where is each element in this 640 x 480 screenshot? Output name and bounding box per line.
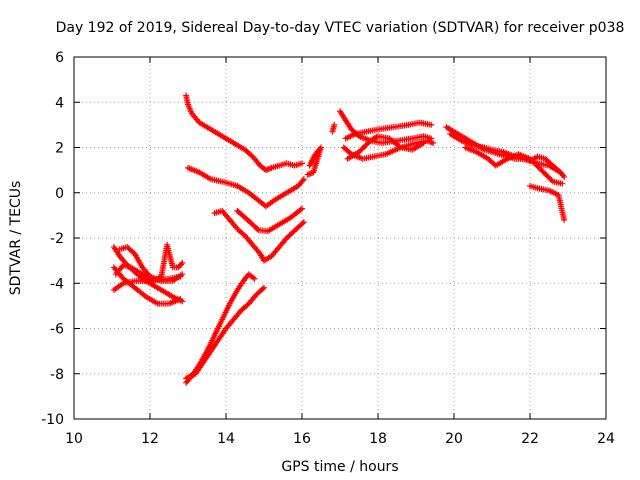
series-16: [342, 119, 435, 142]
y-tick-label: 6: [55, 50, 64, 66]
data-point: [299, 205, 305, 212]
series-19: [447, 130, 564, 176]
x-tick-label: 20: [445, 431, 463, 447]
y-tick-label: -4: [50, 276, 64, 292]
data-point: [331, 121, 338, 128]
series-13: [329, 121, 338, 135]
data-point: [261, 284, 267, 291]
data-point: [179, 271, 186, 278]
y-tick-labels: -10 -8 -6 -4 -2 0 2 4 6: [41, 50, 64, 428]
data-point: [430, 139, 437, 146]
y-tick-label: -6: [50, 322, 64, 338]
series-7: [185, 164, 307, 210]
data-point: [420, 139, 427, 146]
data-point: [299, 160, 305, 167]
y-tick-label: 4: [55, 95, 64, 111]
y-tick-label: -2: [50, 231, 64, 247]
data-point: [251, 275, 258, 282]
data-point: [300, 176, 307, 183]
x-tick-label: 24: [597, 431, 615, 447]
x-tick-label: 16: [293, 431, 311, 447]
y-axis-label: SDTVAR / TECUs: [8, 181, 24, 296]
y-tick-label: 2: [55, 141, 64, 157]
data-point: [559, 180, 566, 187]
data-point: [299, 177, 306, 184]
y-tick-label: -10: [41, 412, 64, 428]
data-point: [561, 173, 568, 180]
data-point: [561, 216, 568, 223]
data-point: [179, 259, 186, 266]
data-point: [259, 285, 266, 292]
x-tick-label: 10: [65, 431, 83, 447]
x-tick-label: 12: [141, 431, 159, 447]
series-20: [462, 144, 566, 187]
data-point: [300, 219, 307, 226]
series-9: [234, 205, 305, 235]
data-point: [428, 121, 435, 128]
chart-title: Day 192 of 2019, Sidereal Day-to-day VTE…: [56, 20, 625, 36]
x-tick-label: 14: [217, 431, 235, 447]
series-11: [183, 284, 267, 382]
data-point: [557, 169, 564, 176]
series-4: [112, 241, 186, 284]
data-markers: [110, 92, 568, 386]
data-point: [254, 225, 261, 232]
x-axis-label: GPS time / hours: [281, 459, 398, 475]
data-point: [304, 171, 311, 178]
series-6: [183, 92, 305, 174]
data-point: [299, 220, 306, 227]
data-point: [177, 296, 184, 303]
series-12: [304, 144, 324, 178]
series-5: [116, 244, 186, 284]
series-8: [211, 207, 307, 264]
x-tick-label: 22: [521, 431, 539, 447]
x-tick-label: 18: [369, 431, 387, 447]
series-21: [527, 182, 568, 223]
data-point: [548, 177, 555, 184]
plot-frame: [73, 56, 607, 420]
y-tick-label: 0: [55, 186, 64, 202]
series-17: [344, 133, 427, 162]
grid: [74, 57, 606, 419]
y-tick-label: -8: [50, 367, 64, 383]
x-tick-labels: 10 12 14 16 18 20 22 24: [65, 431, 615, 447]
